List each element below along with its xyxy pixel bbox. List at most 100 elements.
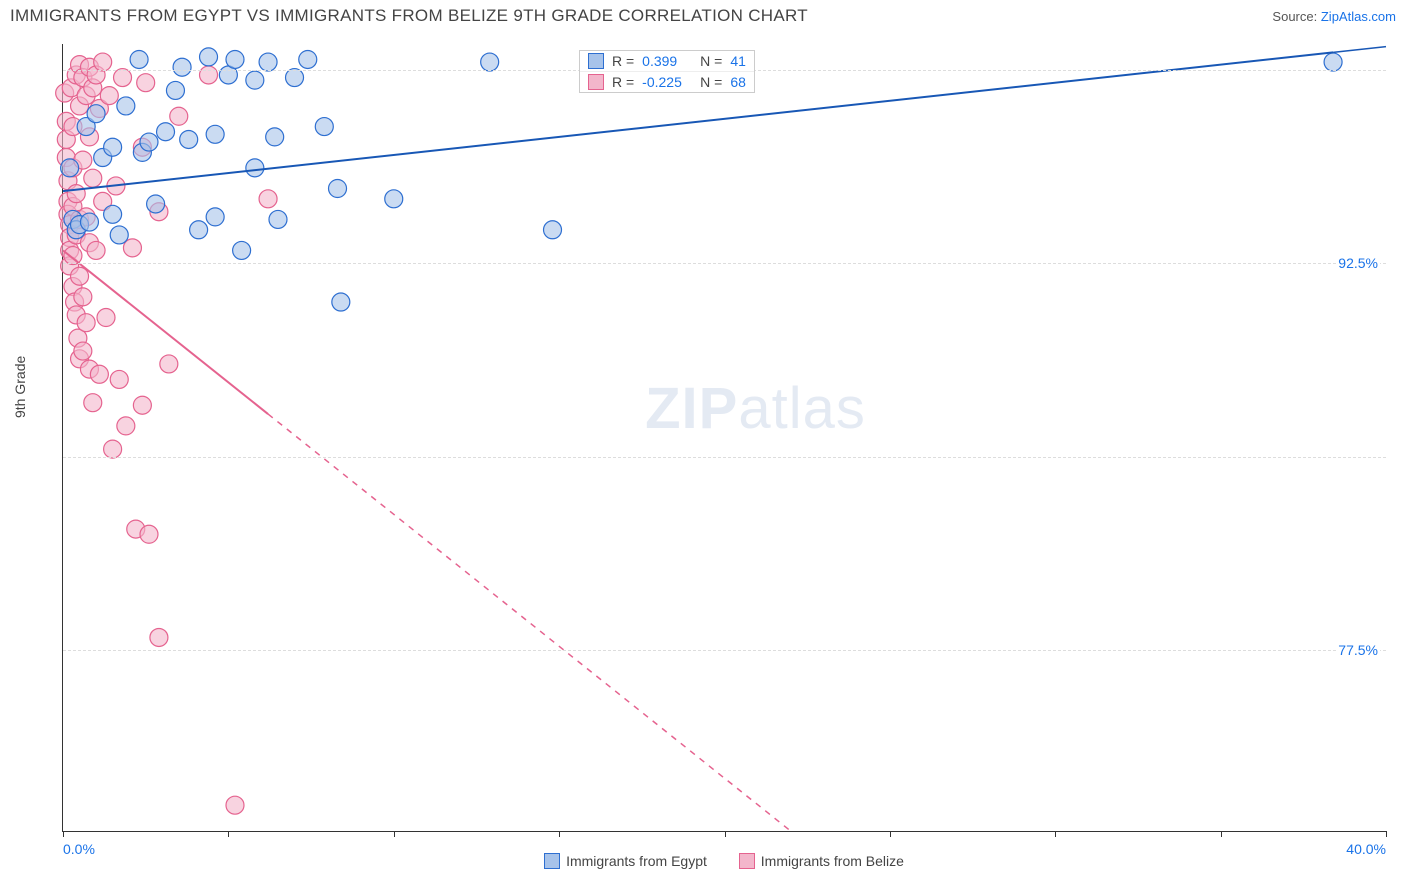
source-label: Source: [1272,9,1317,24]
data-point-egypt [226,50,244,68]
ytick-label: 77.5% [1336,642,1380,658]
data-point-belize [87,241,105,259]
stats-row-egypt: R = 0.399 N = 41 [580,51,754,72]
legend-label-egypt: Immigrants from Egypt [566,853,707,869]
data-point-egypt [481,53,499,71]
stats-row-belize: R = -0.225 N = 68 [580,72,754,92]
data-point-egypt [110,226,128,244]
data-point-belize [97,309,115,327]
trend-line-ext-egypt [1333,47,1386,53]
data-point-belize [170,107,188,125]
swatch-belize [588,74,604,90]
plot-area: ZIPatlas R = 0.399 N = 41 R = -0.225 N =… [62,44,1386,832]
data-point-egypt [1324,53,1342,71]
data-point-egypt [104,138,122,156]
data-point-belize [84,394,102,412]
data-point-egypt [117,97,135,115]
swatch-egypt [588,53,604,69]
data-point-egypt [233,241,251,259]
gridline [63,457,1386,458]
header: IMMIGRANTS FROM EGYPT VS IMMIGRANTS FROM… [0,0,1406,28]
xtick [559,831,560,837]
data-point-egypt [190,221,208,239]
data-point-egypt [61,159,79,177]
y-axis-label: 9th Grade [12,356,28,418]
data-point-belize [71,267,89,285]
xtick [394,831,395,837]
legend-label-belize: Immigrants from Belize [761,853,904,869]
gridline [63,650,1386,651]
legend-item-egypt: Immigrants from Egypt [544,853,707,869]
plot-svg [63,44,1386,831]
label-n: N = [700,53,722,69]
data-point-belize [64,247,82,265]
data-point-belize [74,342,92,360]
data-point-egypt [180,130,198,148]
r-value-belize: -0.225 [642,74,692,90]
r-value-egypt: 0.399 [642,53,692,69]
data-point-belize [67,185,85,203]
data-point-egypt [315,118,333,136]
data-point-belize [77,314,95,332]
data-point-egypt [80,213,98,231]
xtick [890,831,891,837]
data-point-belize [226,796,244,814]
xtick [1055,831,1056,837]
data-point-egypt [246,71,264,89]
label-r: R = [612,74,634,90]
data-point-egypt [269,210,287,228]
xtick [725,831,726,837]
data-point-egypt [206,208,224,226]
data-point-egypt [299,50,317,68]
xtick [1221,831,1222,837]
data-point-belize [259,190,277,208]
gridline [63,263,1386,264]
stats-legend: R = 0.399 N = 41 R = -0.225 N = 68 [579,50,755,93]
data-point-egypt [173,58,191,76]
data-point-egypt [286,69,304,87]
chart-area: 9th Grade ZIPatlas R = 0.399 N = 41 R = … [20,44,1386,872]
xtick [228,831,229,837]
data-point-egypt [130,50,148,68]
series-legend: Immigrants from Egypt Immigrants from Be… [62,853,1386,872]
legend-swatch-egypt [544,853,560,869]
data-point-belize [200,66,218,84]
data-point-belize [100,87,118,105]
data-point-belize [150,628,168,646]
label-n: N = [700,74,722,90]
data-point-belize [110,370,128,388]
data-point-egypt [206,125,224,143]
data-point-egypt [140,133,158,151]
n-value-egypt: 41 [730,53,746,69]
ytick-label: 92.5% [1336,255,1380,271]
trend-line-ext-belize [268,414,791,831]
xtick [1386,831,1387,837]
trend-line-belize [63,250,268,414]
data-point-belize [117,417,135,435]
data-point-belize [133,396,151,414]
data-point-egypt [157,123,175,141]
legend-item-belize: Immigrants from Belize [739,853,904,869]
n-value-belize: 68 [730,74,746,90]
data-point-belize [160,355,178,373]
data-point-egypt [87,105,105,123]
data-point-egypt [166,81,184,99]
data-point-belize [104,440,122,458]
chart-title: IMMIGRANTS FROM EGYPT VS IMMIGRANTS FROM… [10,6,808,26]
legend-swatch-belize [739,853,755,869]
label-r: R = [612,53,634,69]
xtick [63,831,64,837]
data-point-belize [137,74,155,92]
source-link[interactable]: ZipAtlas.com [1321,9,1396,24]
data-point-belize [114,69,132,87]
data-point-egypt [544,221,562,239]
data-point-belize [90,365,108,383]
data-point-egypt [332,293,350,311]
data-point-egypt [200,48,218,66]
data-point-egypt [147,195,165,213]
data-point-egypt [329,179,347,197]
data-point-belize [94,53,112,71]
data-point-egypt [246,159,264,177]
data-point-belize [74,288,92,306]
data-point-egypt [104,205,122,223]
